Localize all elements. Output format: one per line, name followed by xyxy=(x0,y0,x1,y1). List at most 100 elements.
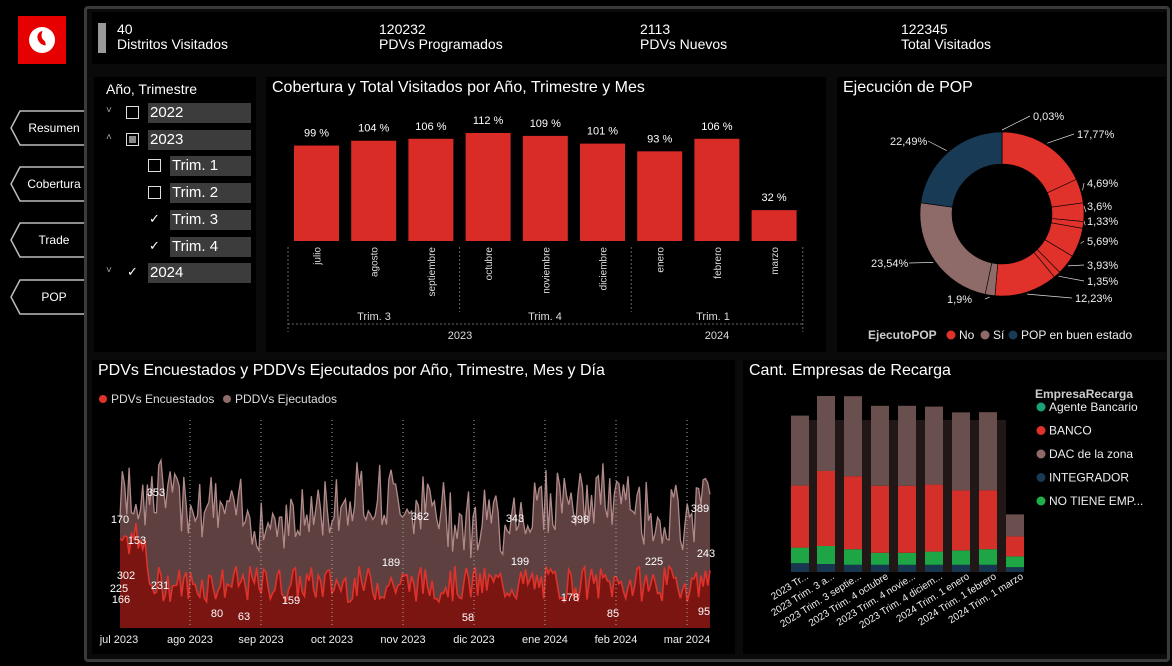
slicer-checkbox[interactable] xyxy=(126,106,139,119)
legend-label[interactable]: Sí xyxy=(993,328,1005,342)
chevron-down-icon[interactable]: ˅ xyxy=(106,265,112,277)
ribbon-bar-segment[interactable] xyxy=(1006,556,1024,568)
ribbon-bar-segment[interactable] xyxy=(925,564,943,572)
pdvs-encuestados-line xyxy=(119,522,711,605)
ribbon-bar-segment[interactable] xyxy=(871,405,889,486)
legend-label[interactable]: BANCO xyxy=(1049,424,1092,438)
ribbon-bar-segment[interactable] xyxy=(952,550,970,565)
bar-noviembre[interactable] xyxy=(522,135,568,241)
pdvs-encuestados-area[interactable] xyxy=(120,522,710,628)
slicer-checkbox[interactable]: ✓ xyxy=(148,211,161,226)
ribbon-bar-segment[interactable] xyxy=(898,552,916,565)
bar-septiembre[interactable] xyxy=(408,138,454,241)
ribbon-bar-segment[interactable] xyxy=(979,490,997,550)
bar-agosto[interactable] xyxy=(351,140,397,241)
ribbon-bar-segment[interactable] xyxy=(1006,567,1024,572)
ribbon-bar-segment[interactable] xyxy=(898,564,916,572)
ribbon-bar-segment[interactable] xyxy=(979,549,997,565)
donut-slice[interactable] xyxy=(1001,131,1077,194)
ribbon-bar-segment[interactable] xyxy=(791,547,809,564)
ejecutados-data-label: 389 xyxy=(691,503,709,515)
ribbon-bar-segment[interactable] xyxy=(817,396,835,471)
x-tick-label: septiembre xyxy=(427,247,438,297)
ribbon-bar-segment[interactable] xyxy=(817,564,835,572)
bar-febrero[interactable] xyxy=(694,138,740,241)
ribbon-bar-segment[interactable] xyxy=(844,396,862,477)
legend-label[interactable]: PDVs Encuestados xyxy=(111,392,214,406)
ribbon-bar-segment[interactable] xyxy=(898,485,916,553)
ribbon-bar-segment[interactable] xyxy=(817,471,835,546)
legend-label[interactable]: Agente Bancario xyxy=(1049,400,1138,414)
ribbon-bar-segment[interactable] xyxy=(817,546,835,564)
slicer-item-2024[interactable]: ˅ ✓ 2024 xyxy=(106,263,251,284)
encuestados-data-label: 95 xyxy=(698,606,710,618)
encuestados-data-label: 302 xyxy=(117,570,135,582)
legend-label[interactable]: DAC de la zona xyxy=(1049,447,1133,461)
slicer-item-trim-3[interactable]: ✓ Trim. 3 xyxy=(106,209,251,230)
donut-slice[interactable] xyxy=(920,131,1003,208)
donut-slice[interactable] xyxy=(919,202,993,295)
check-icon: ✓ xyxy=(127,264,138,280)
ribbon-bar-segment[interactable] xyxy=(925,551,943,565)
ribbon-bar-segment[interactable] xyxy=(871,485,889,553)
slice-label: 1,35% xyxy=(1087,276,1118,288)
ribbon-bar-segment[interactable] xyxy=(979,412,997,491)
ribbon-bar-segment[interactable] xyxy=(871,564,889,572)
bar-diciembre[interactable] xyxy=(580,143,625,241)
slice-label: 23,54% xyxy=(871,258,909,270)
ribbon-bar-segment[interactable] xyxy=(952,412,970,491)
ribbon-bar-segment[interactable] xyxy=(1006,514,1024,537)
ejecutados-data-label: 353 xyxy=(147,487,165,499)
nav-cobertura-button[interactable]: Cobertura xyxy=(10,166,86,202)
slicer-item-2023[interactable]: ˄ 2023 xyxy=(106,129,251,150)
cobertura-panel: Cobertura y Total Visitados por Año, Tri… xyxy=(266,77,826,352)
nav-trade-button[interactable]: Trade xyxy=(10,222,86,258)
bar-value-label: 106 % xyxy=(701,121,732,133)
legend-label[interactable]: No xyxy=(959,328,975,342)
legend-label[interactable]: INTEGRADOR xyxy=(1049,471,1129,485)
ribbon-bar-segment[interactable] xyxy=(791,415,809,486)
ribbon-bar-segment[interactable] xyxy=(871,552,889,565)
ribbon-bar-segment[interactable] xyxy=(979,564,997,572)
ribbon-bar-segment[interactable] xyxy=(844,549,862,565)
bar-marzo[interactable] xyxy=(751,210,797,241)
legend-label[interactable]: PDDVs Ejecutados xyxy=(235,392,337,406)
nav-pop-button[interactable]: POP xyxy=(10,279,86,315)
chevron-down-icon[interactable]: ˅ xyxy=(106,105,112,116)
ejecutados-data-label: 343 xyxy=(506,513,524,525)
slicer-item-trim-1[interactable]: Trim. 1 xyxy=(106,156,251,177)
ejecutados-data-label: 362 xyxy=(411,511,429,523)
bar-value-label: 93 % xyxy=(647,133,672,145)
bar-enero[interactable] xyxy=(637,151,683,241)
ribbon-bar-segment[interactable] xyxy=(925,406,943,485)
leader-line xyxy=(1047,133,1075,144)
slicer-checkbox[interactable] xyxy=(126,132,139,146)
slicer-checkbox[interactable]: ✓ xyxy=(148,238,161,253)
chevron-up-icon[interactable]: ˄ xyxy=(106,131,112,143)
slicer-item-trim-4[interactable]: ✓ Trim. 4 xyxy=(106,236,251,257)
nav-resumen-button[interactable]: Resumen xyxy=(10,110,86,146)
slicer-item-trim-2[interactable]: Trim. 2 xyxy=(106,183,251,204)
x-tick-label: octubre xyxy=(484,247,495,281)
cobertura-chart: 99 % julio 104 % agosto 106 % septiembre 112 %… xyxy=(287,115,804,342)
ribbon-bar-segment[interactable] xyxy=(844,564,862,572)
slicer-checkbox[interactable] xyxy=(148,186,161,200)
slice-label: 22,49% xyxy=(890,136,928,148)
slicer-item-2022[interactable]: ˅ 2022 xyxy=(106,103,251,123)
bar-octubre[interactable] xyxy=(465,133,511,241)
ribbon-bar-segment[interactable] xyxy=(844,476,862,550)
bar-julio[interactable] xyxy=(294,145,339,241)
slicer-checkbox[interactable]: ✓ xyxy=(126,264,139,280)
ribbon-bar-segment[interactable] xyxy=(791,563,809,572)
ribbon-bar-segment[interactable] xyxy=(1006,536,1024,557)
pop-title: Ejecución de POP xyxy=(843,79,973,96)
ribbon-bar-segment[interactable] xyxy=(898,405,916,486)
ribbon-bar-segment[interactable] xyxy=(791,485,809,548)
legend-label[interactable]: POP en buen estado xyxy=(1021,328,1133,342)
slicer-checkbox[interactable] xyxy=(148,159,161,173)
ribbon-bar-segment[interactable] xyxy=(952,490,970,551)
legend-label[interactable]: NO TIENE EMP... xyxy=(1049,494,1143,508)
ribbon-bar-segment[interactable] xyxy=(925,484,943,552)
ribbon-bar-segment[interactable] xyxy=(952,564,970,572)
legend-dot xyxy=(1036,473,1046,482)
